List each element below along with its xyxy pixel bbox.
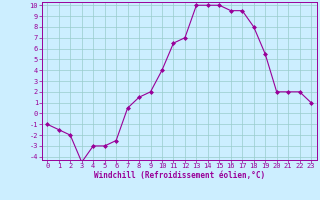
X-axis label: Windchill (Refroidissement éolien,°C): Windchill (Refroidissement éolien,°C) <box>94 171 265 180</box>
